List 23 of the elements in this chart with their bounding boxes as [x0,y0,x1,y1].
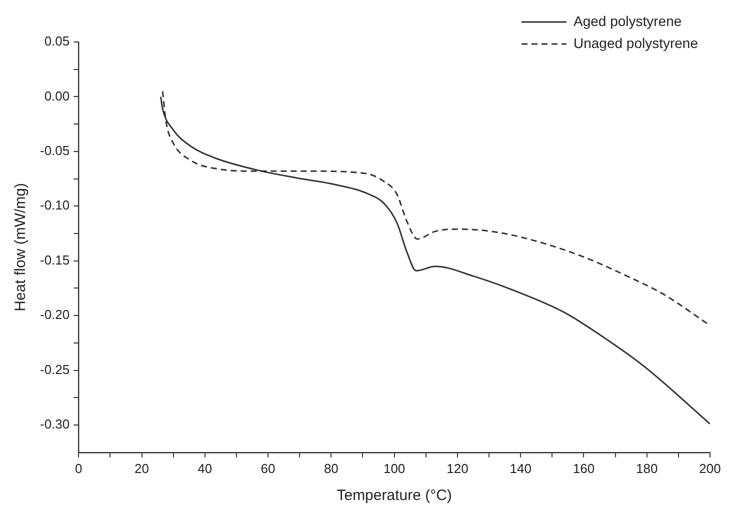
y-tick-label: -0.30 [40,416,70,432]
x-tick-label: 120 [446,460,468,476]
y-tick-label: 0.05 [44,34,70,49]
x-tick-label: 200 [699,460,721,476]
y-axis-title: Heat flow (mW/mg) [12,183,30,312]
x-tick-label: 60 [260,460,276,476]
y-tick-label: -0.10 [40,198,70,213]
x-tick-label: 100 [383,460,406,476]
x-tick-label: 0 [75,460,82,476]
x-tick-label: 140 [510,460,532,476]
y-tick-label: -0.15 [40,252,70,268]
x-tick-label: 160 [572,460,595,476]
y-tick-label: -0.05 [40,143,70,158]
y-tick-label: 0.00 [44,88,70,104]
x-tick-label: 80 [324,460,338,476]
legend-label: Aged polystyrene [573,12,682,29]
x-tick-label: 180 [636,460,658,476]
y-tick-label: -0.20 [40,307,70,322]
x-axis-title: Temperature (°C) [336,487,452,504]
legend-label: Unaged polystyrene [573,34,698,51]
x-tick-label: 40 [198,460,212,476]
x-tick-label: 20 [134,460,149,476]
y-tick-label: -0.25 [40,362,70,377]
